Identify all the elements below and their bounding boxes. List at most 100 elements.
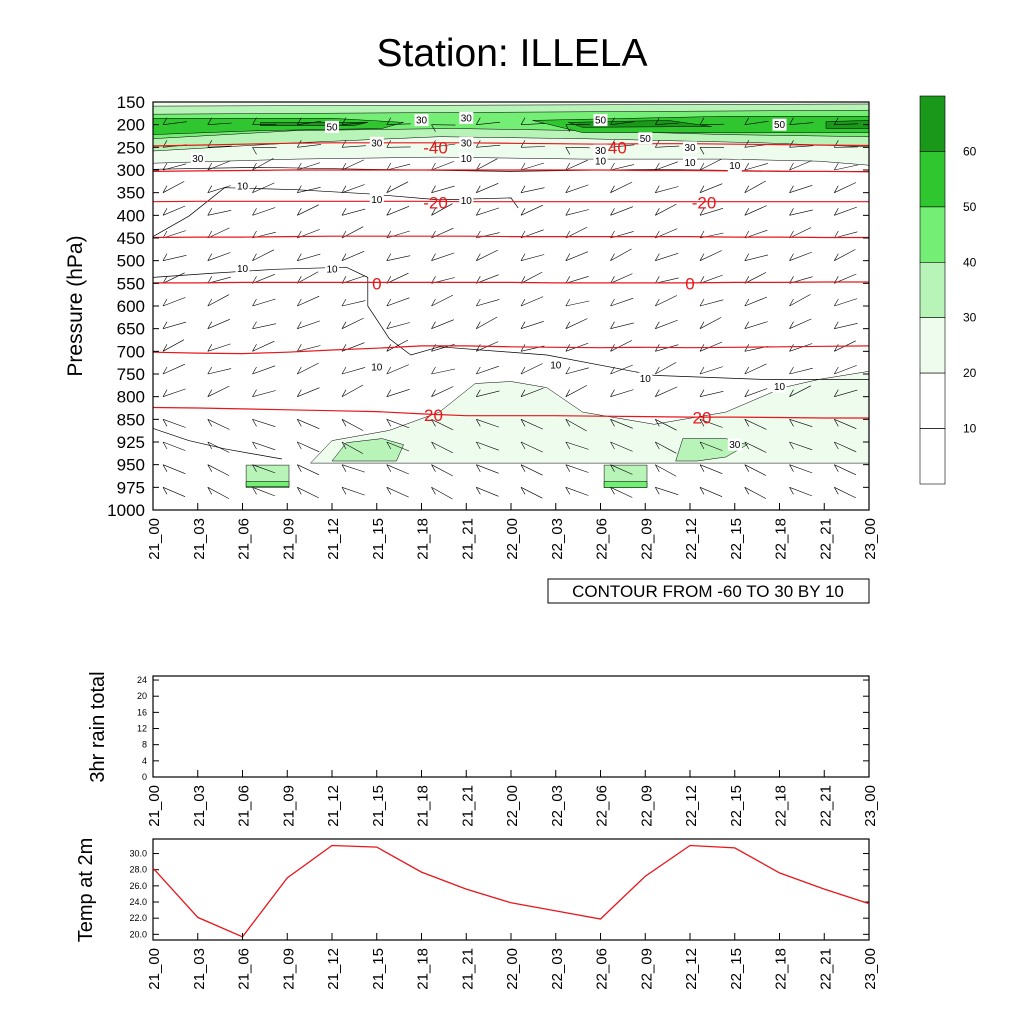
wind-barb <box>252 158 274 171</box>
wind-barb-feather <box>341 298 347 307</box>
temp-y-label: Temp at 2m <box>75 838 97 942</box>
wind-barb-feather <box>386 208 392 216</box>
wind-barb-feather <box>655 208 660 216</box>
wind-barb <box>789 367 813 375</box>
contour-label: 10 <box>461 154 473 165</box>
wind-barb-feather <box>655 366 660 375</box>
wind-barb <box>162 297 186 307</box>
wind-barb-feather <box>520 366 526 375</box>
wind-barb-feather <box>520 441 526 450</box>
wind-barb-feather <box>655 389 660 397</box>
contour-label: 30 <box>729 440 741 451</box>
wind-barb-feather <box>341 419 347 427</box>
wind-barb-feather <box>520 419 526 427</box>
wind-barb-feather <box>252 419 257 427</box>
wind-barb-feather <box>386 253 392 261</box>
wind-barb <box>655 295 677 307</box>
wind-barb <box>341 317 364 329</box>
wind-barb <box>252 123 277 125</box>
wind-barb-feather <box>520 185 526 193</box>
wind-barb <box>610 144 635 148</box>
wind-barb-feather <box>789 419 794 427</box>
wind-barb-feather <box>341 140 347 148</box>
wind-barb <box>699 183 723 193</box>
wind-barb-feather <box>834 389 839 397</box>
wind-barb <box>565 276 589 284</box>
wind-barb <box>655 362 677 375</box>
wind-barb <box>252 207 276 216</box>
wind-barb-feather <box>699 366 705 375</box>
wind-barb-feather <box>789 208 794 216</box>
wind-barb-feather <box>699 464 705 472</box>
pressure-tick-label: 925 <box>117 433 145 452</box>
wind-barb-feather <box>834 344 839 352</box>
colorbar-label: 10 <box>963 422 977 436</box>
wind-barb-feather <box>431 441 436 450</box>
wind-barb-feather <box>520 389 526 397</box>
contour-label: 10 <box>461 196 473 207</box>
time-tick-label: 21_12 <box>325 785 342 827</box>
wind-barb-feather <box>207 487 213 495</box>
colorbar-label: 60 <box>963 144 977 158</box>
wind-barb-feather <box>834 487 839 495</box>
wind-barb <box>834 389 858 397</box>
wind-barb-feather <box>565 321 571 329</box>
contour-label: 30 <box>595 146 607 157</box>
wind-barb-feather <box>610 253 615 261</box>
wind-barb-feather <box>476 298 481 307</box>
wind-barb <box>297 387 320 397</box>
time-tick-label: 22_21 <box>817 518 834 560</box>
wind-barb-feather <box>744 344 750 352</box>
wind-barb <box>655 419 677 431</box>
temp-tick-label: 26.0 <box>129 881 147 891</box>
wind-barb-feather <box>699 208 705 216</box>
wind-barb-feather <box>699 253 705 261</box>
wind-barb <box>744 388 768 397</box>
wind-barb <box>476 419 499 428</box>
wind-barb-feather <box>207 464 213 472</box>
contour-label: 10 <box>371 195 383 206</box>
wind-barb <box>655 487 679 495</box>
wind-barb <box>610 121 635 125</box>
wind-barb <box>744 180 766 193</box>
wind-barb-feather <box>655 487 660 495</box>
pressure-axis: 1502002503003504004505005506006507007508… <box>107 93 869 520</box>
wind-barb-feather <box>520 464 526 472</box>
wind-barb-feather <box>565 298 571 307</box>
wind-barb-feather <box>655 185 660 193</box>
wind-barb-feather <box>834 253 839 261</box>
temp-time-axis: 21_00 21_03 21_06 21_09 21_12 21_15 21_18 21_21… <box>146 933 879 990</box>
wind-barb <box>341 464 365 473</box>
colorbar-box <box>919 261 946 318</box>
time-tick-label: 21_21 <box>459 518 476 560</box>
wind-barb-feather <box>297 321 302 329</box>
wind-barb <box>520 487 543 499</box>
wind-barb-feather <box>610 366 615 375</box>
contour-label: 10 <box>326 264 338 275</box>
wind-barb-feather <box>655 298 660 307</box>
wind-barb <box>297 441 320 453</box>
wind-barb-feather <box>476 344 481 352</box>
wind-barb-feather <box>162 185 168 193</box>
wind-barb-feather <box>744 441 750 450</box>
wind-barb <box>610 322 634 329</box>
wind-barb-feather <box>834 208 839 216</box>
wind-barb <box>207 145 232 148</box>
wind-barb-feather <box>565 185 571 193</box>
wind-barb <box>162 121 187 125</box>
wind-barb <box>610 164 634 171</box>
wind-barb <box>565 147 590 149</box>
wind-barb-feather <box>341 321 347 329</box>
wind-barb <box>386 389 410 397</box>
colorbar-box <box>919 95 946 152</box>
wind-barb <box>386 464 409 475</box>
wind-barb-feather <box>655 464 660 472</box>
wind-barb-feather <box>744 419 750 427</box>
wind-barb-feather <box>297 464 302 472</box>
pressure-tick-label: 650 <box>117 320 145 339</box>
wind-barb-feather <box>341 230 347 239</box>
wind-barb-feather <box>699 487 705 495</box>
contour-label: 50 <box>595 116 607 127</box>
wind-barb-feather <box>744 253 750 261</box>
